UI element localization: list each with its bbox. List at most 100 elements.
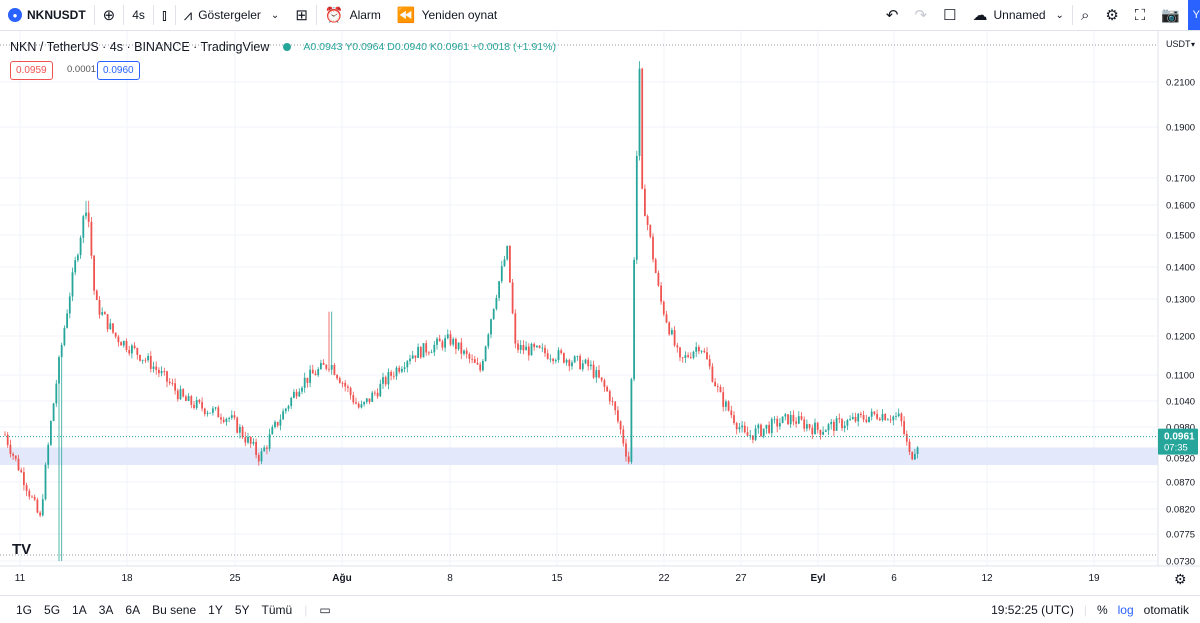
candle-body	[284, 408, 287, 412]
range-1y[interactable]: 1Y	[208, 602, 223, 617]
candle-body	[800, 416, 803, 420]
candle-body	[422, 343, 425, 358]
candle-body	[708, 359, 711, 367]
candle-body	[117, 336, 120, 343]
candle-body	[514, 313, 517, 344]
gear-icon[interactable]: ⚙	[1174, 571, 1187, 587]
chart-type-button[interactable]: ⫾	[154, 0, 175, 30]
candle-body	[808, 424, 811, 428]
log-toggle[interactable]: log	[1117, 602, 1134, 617]
date-range-button[interactable]: ▭	[313, 603, 336, 617]
undo-button[interactable]: ↶	[878, 0, 907, 30]
candle-body	[625, 443, 627, 457]
candle-body	[792, 414, 795, 422]
symbol-search[interactable]: ● NKNUSDT	[0, 0, 94, 30]
candle-body	[841, 419, 843, 429]
candle-body	[66, 313, 68, 328]
candle-body	[301, 387, 303, 392]
interval-button[interactable]: 4s	[124, 0, 153, 30]
candle-body	[870, 411, 873, 417]
layout-menu[interactable]: ☁ Unnamed ⌄	[965, 0, 1072, 30]
candle-body	[411, 355, 414, 359]
candle-body	[787, 414, 789, 425]
buy-price-button[interactable]: 0.0960	[97, 61, 140, 80]
candle-body	[371, 392, 374, 402]
candle-body	[733, 415, 735, 424]
candle-body	[376, 392, 379, 397]
maximize-button[interactable]: ⛶	[1127, 0, 1154, 30]
camera-icon: 📷	[1161, 6, 1180, 24]
candle-body	[571, 362, 573, 367]
compare-button[interactable]: ⊕	[95, 0, 124, 30]
range-all[interactable]: Tümü	[261, 602, 293, 617]
tradingview-logo[interactable]: TV	[12, 541, 32, 558]
replay-button[interactable]: ⏪ Yeniden oynat	[389, 0, 505, 30]
candle-body	[271, 427, 274, 435]
calendar-icon: ▭	[319, 602, 331, 617]
candle-body	[611, 401, 614, 403]
candle-body	[552, 358, 554, 362]
divider	[315, 5, 317, 25]
candle-body	[403, 367, 406, 369]
candle-body	[357, 403, 360, 408]
indicators-button[interactable]: ⩘ Göstergeler ⌄	[176, 0, 288, 30]
range-1d[interactable]: 1G	[16, 602, 33, 617]
candle-body	[538, 345, 541, 348]
candle-body	[379, 383, 382, 397]
publish-button[interactable]: Y	[1188, 0, 1200, 30]
candle-body	[878, 418, 881, 421]
settings-button[interactable]: ⚙	[1097, 0, 1126, 30]
sell-price-button[interactable]: 0.0959	[10, 61, 53, 80]
range-5d[interactable]: 5G	[44, 602, 61, 617]
clock-label[interactable]: 19:52:25 (UTC)	[991, 602, 1074, 617]
candle-body	[519, 345, 522, 350]
range-ytd[interactable]: Bu sene	[152, 602, 197, 617]
candle-body	[536, 345, 538, 348]
candle-body	[104, 312, 106, 315]
range-6m[interactable]: 6A	[125, 602, 141, 617]
alert-button[interactable]: ⏰ Alarm	[317, 0, 389, 30]
candle-body	[241, 426, 244, 438]
candle-body	[652, 236, 654, 260]
candle-body	[125, 340, 128, 350]
candle-body	[433, 344, 436, 353]
price-chart[interactable]: USDT ▾ 0.2100 0.1900 0.1700 0.1600 0.1500 0.1…	[0, 31, 1200, 596]
candle-body	[814, 422, 816, 435]
candle-body	[338, 378, 341, 383]
legend-title[interactable]: NKN / TetherUS · 4s · BINANCE · TradingV…	[10, 40, 270, 54]
candle-body	[36, 499, 39, 513]
candle-body	[217, 407, 220, 418]
candle-body	[544, 347, 546, 354]
range-3m[interactable]: 3A	[98, 602, 114, 617]
candle-body	[695, 346, 698, 352]
candle-body	[114, 332, 117, 337]
candle-body	[603, 380, 606, 387]
candle-body	[133, 345, 136, 348]
range-1m[interactable]: 1A	[72, 602, 87, 617]
templates-button[interactable]: ⊞	[287, 0, 316, 30]
bottom-toolbar: 1G 5G 1A 3A 6A Bu sene 1Y 5Y Tümü | ▭ 19…	[0, 595, 1200, 623]
candle-body	[498, 281, 500, 298]
candle-body	[843, 425, 846, 429]
price-axis-unit[interactable]: USDT	[1166, 39, 1191, 49]
candle-body	[614, 401, 617, 411]
candle-body	[522, 345, 525, 351]
candle-body	[665, 314, 668, 323]
support-zone	[0, 447, 1158, 466]
candle-body	[279, 419, 282, 426]
candle-body	[160, 371, 163, 374]
fullscreen-toggle[interactable]: ☐	[935, 0, 964, 30]
auto-scale-toggle[interactable]: otomatik	[1143, 602, 1189, 617]
percent-toggle[interactable]: %	[1096, 602, 1108, 617]
candle-body	[457, 342, 460, 350]
time-tick-label: Eyl	[810, 573, 825, 584]
candle-body	[247, 436, 249, 443]
candle-body	[824, 430, 827, 432]
candle-body	[811, 427, 814, 435]
range-5y[interactable]: 5Y	[234, 602, 250, 617]
redo-button[interactable]: ↷	[906, 0, 935, 30]
snapshot-button[interactable]: 📷	[1153, 0, 1188, 30]
candle-body	[71, 272, 74, 297]
candle-body	[306, 377, 309, 383]
search-button[interactable]: ⌕	[1073, 0, 1097, 30]
